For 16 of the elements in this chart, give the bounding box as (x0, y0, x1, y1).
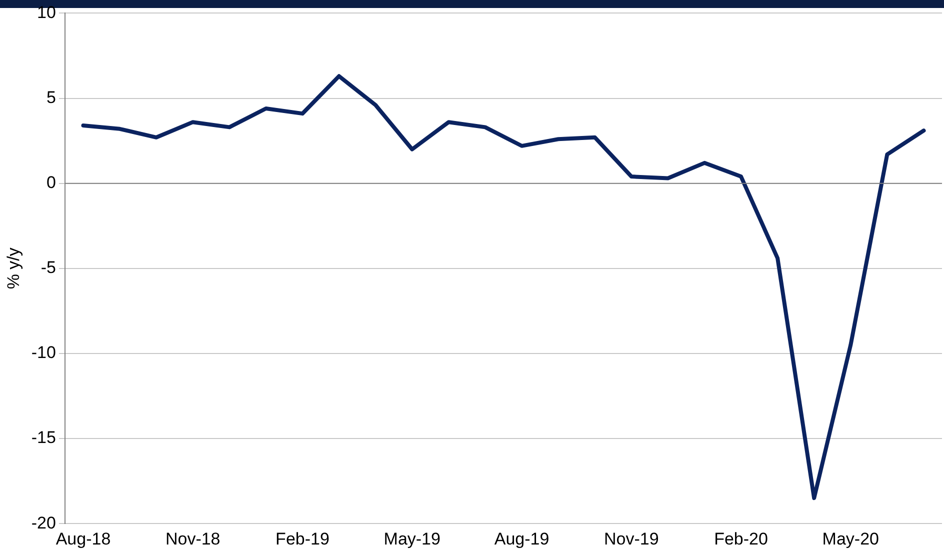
x-tick-label: Nov-19 (604, 529, 659, 548)
x-tick-label: Nov-18 (165, 529, 220, 548)
x-tick-label: May-19 (384, 529, 440, 548)
y-tick-label: 10 (37, 2, 56, 22)
y-tick-label: -15 (31, 428, 56, 448)
x-tick-label: May-20 (822, 529, 879, 548)
y-tick-label: 5 (46, 88, 56, 107)
y-tick-label: -5 (40, 258, 56, 278)
x-tick-label: Feb-19 (276, 529, 330, 548)
x-tick-label: Aug-19 (494, 529, 550, 548)
x-tick-label: Aug-18 (56, 529, 111, 548)
y-tick-label: 0 (46, 173, 56, 192)
y-tick-label: -10 (31, 343, 56, 362)
y-tick-label: -20 (31, 513, 56, 532)
y-axis-title: % y/y (4, 247, 23, 290)
x-tick-label: Feb-20 (714, 529, 768, 548)
